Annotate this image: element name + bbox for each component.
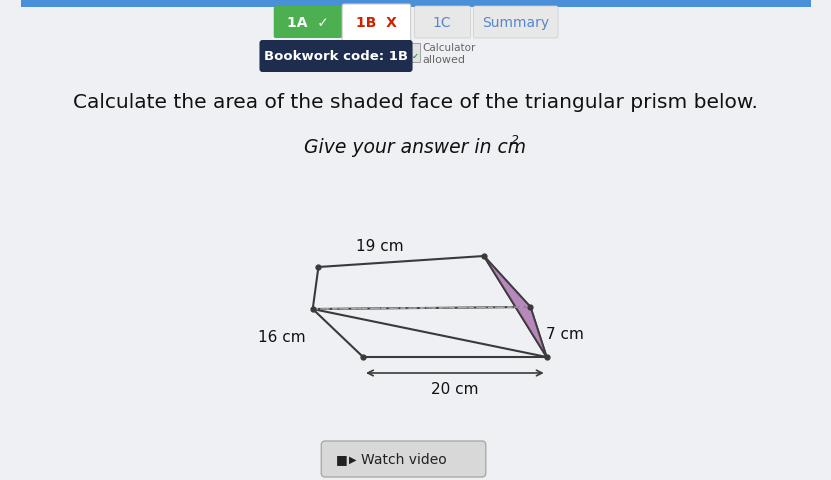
Text: allowed: allowed (422, 55, 465, 65)
Text: .: . (515, 138, 521, 157)
FancyBboxPatch shape (259, 41, 412, 73)
Text: Watch video: Watch video (361, 452, 447, 466)
FancyBboxPatch shape (273, 7, 342, 39)
Text: Summary: Summary (482, 16, 548, 30)
FancyBboxPatch shape (21, 0, 811, 8)
Text: ▶: ▶ (349, 454, 356, 464)
Text: Calculator: Calculator (422, 43, 475, 53)
Text: Bookwork code: 1B: Bookwork code: 1B (263, 50, 407, 63)
Text: 1C: 1C (433, 16, 451, 30)
Text: Calculate the area of the shaded face of the triangular prism below.: Calculate the area of the shaded face of… (73, 93, 758, 112)
Text: 1A  ✓: 1A ✓ (287, 16, 329, 30)
FancyBboxPatch shape (415, 7, 470, 39)
Text: Give your answer in cm: Give your answer in cm (304, 138, 526, 157)
FancyBboxPatch shape (474, 7, 558, 39)
Text: ■: ■ (337, 453, 348, 466)
Text: 1B  X: 1B X (356, 16, 397, 30)
Text: 16 cm: 16 cm (258, 330, 306, 345)
FancyBboxPatch shape (322, 441, 486, 477)
Text: ✓: ✓ (411, 51, 419, 60)
FancyBboxPatch shape (342, 5, 411, 43)
Text: 20 cm: 20 cm (431, 382, 479, 396)
FancyBboxPatch shape (411, 43, 420, 62)
Polygon shape (484, 256, 547, 357)
Text: 7 cm: 7 cm (546, 327, 584, 342)
Text: 2: 2 (510, 134, 519, 147)
Text: 19 cm: 19 cm (356, 239, 404, 253)
